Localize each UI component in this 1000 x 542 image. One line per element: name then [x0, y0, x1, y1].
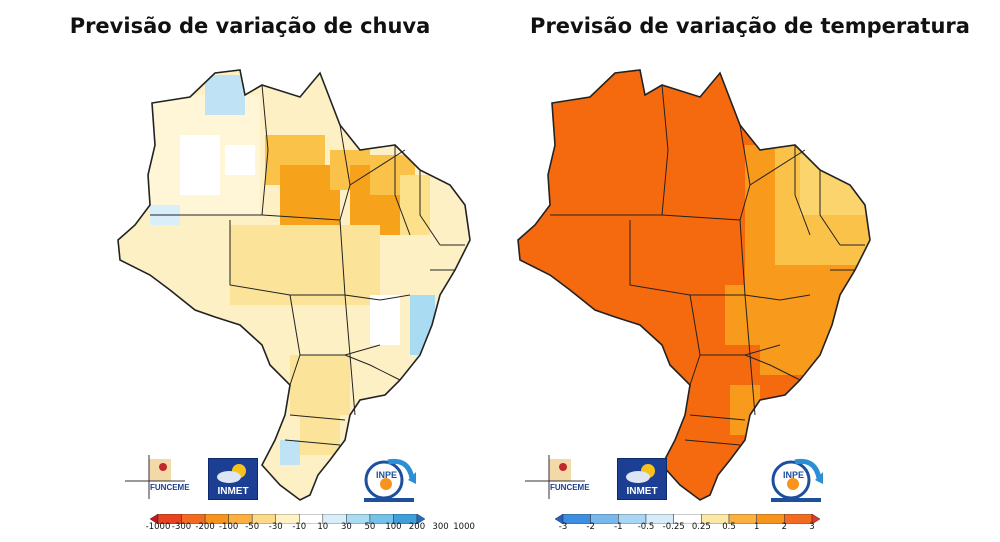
temperature-panel-title: Previsão de variação de temperatura: [530, 14, 970, 38]
rain-colorbar: [150, 514, 425, 524]
inpe-logo: INPE: [771, 458, 823, 502]
colorbar-segment: [416, 514, 425, 524]
colorbar-tick-label: -100: [218, 522, 239, 532]
funceme-label: FUNCEME: [550, 483, 590, 492]
colorbar-tick-label: 3: [809, 522, 815, 532]
colorbar-tick-label: 50: [364, 522, 376, 532]
colorbar-tick-label: 2: [781, 522, 788, 532]
rain-forecast-panel: Previsão de variação de chuva: [0, 14, 500, 538]
colorbar-tick-label: 30: [340, 522, 352, 532]
inpe-logo: INPE: [364, 458, 416, 502]
colorbar-tick-label: 10: [317, 522, 329, 532]
rain-logos: FUNCEME INMET INPE: [0, 450, 500, 510]
funceme-logo: [525, 455, 585, 499]
temperature-brazil-map: [517, 69, 871, 501]
colorbar-tick-label: -1000: [145, 522, 171, 532]
colorbar-tick-label: -3: [558, 522, 568, 532]
temperature-logos: FUNCEME INMET INPE: [500, 450, 1000, 510]
funceme-label: FUNCEME: [150, 483, 190, 492]
cloud-sun-icon: [626, 464, 655, 483]
temperature-forecast-panel: Previsão de variação de temperatura: [500, 0, 1000, 542]
inpe-label: INPE: [783, 470, 804, 480]
colorbar-tick-label: -2: [586, 522, 595, 532]
temperature-colorbar: [555, 514, 820, 524]
rain-panel-title: Previsão de variação de chuva: [69, 14, 431, 38]
funceme-logo: [125, 455, 185, 499]
temperature-colorbar-ticks: -3 -2 -1 -0.5 -0.25 0.25 0.5 1 2 3: [555, 522, 835, 538]
inpe-label: INPE: [376, 470, 397, 480]
colorbar-tick-label: 0.5: [722, 522, 736, 532]
colorbar-tick-label: 0.25: [691, 522, 711, 532]
colorbar-tick-label: -200: [195, 522, 215, 532]
colorbar-tick-label: 200: [408, 522, 426, 532]
inmet-label: INMET: [626, 486, 658, 497]
colorbar-tick-label: -10: [292, 522, 307, 532]
cloud-sun-icon: [217, 464, 246, 483]
inmet-logo: INMET: [208, 458, 258, 500]
colorbar-segment: [811, 514, 820, 524]
inmet-label: INMET: [217, 486, 249, 497]
rain-colorbar-ticks: -1000 -300 -200 -100 -50 -30 -10 10 30 50 100 200 30…: [146, 522, 475, 538]
colorbar-tick-label: -0.5: [637, 522, 655, 532]
colorbar-tick-label: 100: [385, 522, 402, 532]
colorbar-tick-label: 1000: [453, 522, 475, 532]
colorbar-tick-label: 1: [753, 522, 760, 532]
colorbar-tick-label: -1: [614, 522, 623, 532]
colorbar-tick-label: -50: [245, 522, 260, 532]
rain-brazil-map: [117, 69, 471, 501]
colorbar-tick-label: -30: [268, 522, 283, 532]
colorbar-tick-label: -300: [171, 522, 192, 532]
inmet-logo: INMET: [617, 458, 667, 500]
colorbar-tick-label: 300: [432, 522, 449, 532]
colorbar-tick-label: -0.25: [662, 522, 685, 532]
